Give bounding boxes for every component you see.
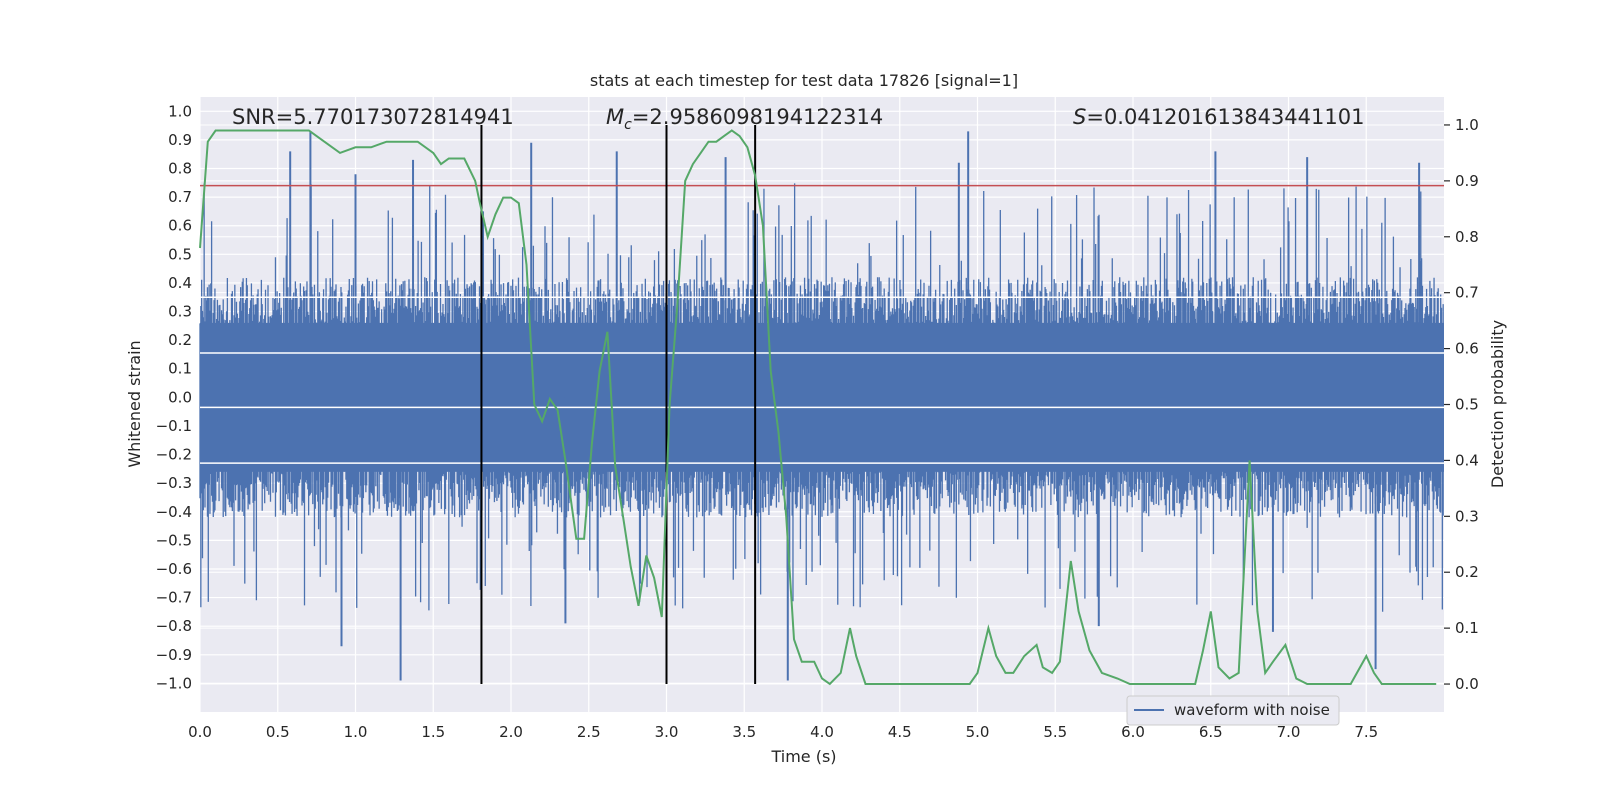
white-horizontal-lines (200, 296, 1444, 464)
y2-tick-label: 0.7 (1455, 284, 1479, 302)
y-tick-label: 0.9 (168, 131, 192, 149)
y-tick-label: 0.6 (168, 217, 192, 235)
y-tick-label: −1.0 (156, 674, 192, 692)
x-tick-label: 6.5 (1199, 723, 1223, 741)
y2-tick-label: 0.9 (1455, 172, 1479, 190)
mc-value: =2.9586098194122314 (632, 105, 883, 129)
y-tick-label: 1.0 (168, 102, 192, 120)
y2-tick-label: 0.5 (1455, 396, 1479, 414)
y2-tick-label: 0.3 (1455, 507, 1479, 525)
x-axis-label: Time (s) (770, 747, 836, 766)
y-axis-label: Whitened strain (125, 340, 144, 467)
x-tick-label: 4.0 (810, 723, 834, 741)
y2-axis-label: Detection probability (1488, 320, 1507, 488)
waveform-core (200, 322, 1444, 472)
x-tick-label: 5.0 (966, 723, 990, 741)
y-tick-label: 0.8 (168, 160, 192, 178)
y-tick-label: −0.6 (156, 560, 192, 578)
y-tick-label: −0.8 (156, 617, 192, 635)
y-tick-label: −0.3 (156, 474, 192, 492)
x-tick-label: 1.5 (421, 723, 445, 741)
legend-box (1126, 695, 1340, 726)
chart-title: stats at each timestep for test data 178… (590, 71, 1018, 90)
s-value: =0.041201613843441101 (1086, 105, 1364, 129)
y2-tick-label: 0.2 (1455, 563, 1479, 581)
y-tick-label: 0.5 (168, 245, 192, 263)
vertical-marker-lines (480, 124, 757, 685)
y2-tick-label: 1.0 (1455, 116, 1479, 134)
y-tick-label: −0.1 (156, 417, 192, 435)
y-tick-label: 0.0 (168, 388, 192, 406)
y-tick-label: −0.5 (156, 531, 192, 549)
mc-subscript: c (624, 117, 632, 133)
y-tick-label: 0.7 (168, 188, 192, 206)
x-tick-label: 2.5 (577, 723, 601, 741)
legend: waveform with noise (1126, 695, 1340, 726)
s-annotation: S=0.041201613843441101 (1073, 105, 1364, 129)
y2-tick-label: 0.4 (1455, 451, 1479, 469)
x-tick-label: 6.0 (1121, 723, 1145, 741)
y-tick-label: 0.2 (168, 331, 192, 349)
mc-symbol: M (606, 105, 624, 129)
y-tick-label: −0.4 (156, 503, 192, 521)
y2-tick-label: 0.1 (1455, 619, 1479, 637)
waveform-series (199, 131, 1444, 681)
y2-tick-label: 0.8 (1455, 228, 1479, 246)
x-axis-ticks: 0.0 0.5 1.0 1.5 2.0 2.5 3.0 3.5 4.0 4.5 5.0 5.5 6.0 6… (188, 723, 1378, 741)
y2-tick-label: 0.6 (1455, 340, 1479, 358)
y2-axis-ticks: 1.0 0.9 0.8 0.7 0.6 0.5 0.4 0.3 0.2 0.1 0.0 (1444, 116, 1479, 693)
x-tick-label: 1.0 (344, 723, 368, 741)
y2-tick-label: 0.0 (1455, 675, 1479, 693)
y-tick-label: 0.3 (168, 303, 192, 321)
chirp-mass-annotation: Mc=2.9586098194122314 (606, 105, 883, 133)
x-tick-label: 3.0 (655, 723, 679, 741)
x-tick-label: 0.0 (188, 723, 212, 741)
snr-annotation: SNR=5.770173072814941 (232, 105, 514, 129)
x-tick-label: 5.5 (1043, 723, 1067, 741)
legend-waveform-label: waveform with noise (1174, 701, 1330, 719)
x-tick-label: 7.5 (1354, 723, 1378, 741)
detection-probability-line (199, 129, 1437, 686)
x-tick-label: 0.5 (266, 723, 290, 741)
y-tick-label: 0.4 (168, 274, 192, 292)
y-tick-label: −0.9 (156, 646, 192, 664)
x-tick-label: 2.0 (499, 723, 523, 741)
y-axis-ticks: 1.0 0.9 0.8 0.7 0.6 0.5 0.4 0.3 0.2 0.1 0.0 −0.1 −0.… (156, 102, 192, 692)
x-tick-label: 7.0 (1277, 723, 1301, 741)
x-tick-label: 4.5 (888, 723, 912, 741)
y-tick-label: −0.7 (156, 589, 192, 607)
x-tick-label: 3.5 (732, 723, 756, 741)
s-symbol: S (1073, 105, 1086, 129)
y-tick-label: −0.2 (156, 446, 192, 464)
y-tick-label: 0.1 (168, 360, 192, 378)
